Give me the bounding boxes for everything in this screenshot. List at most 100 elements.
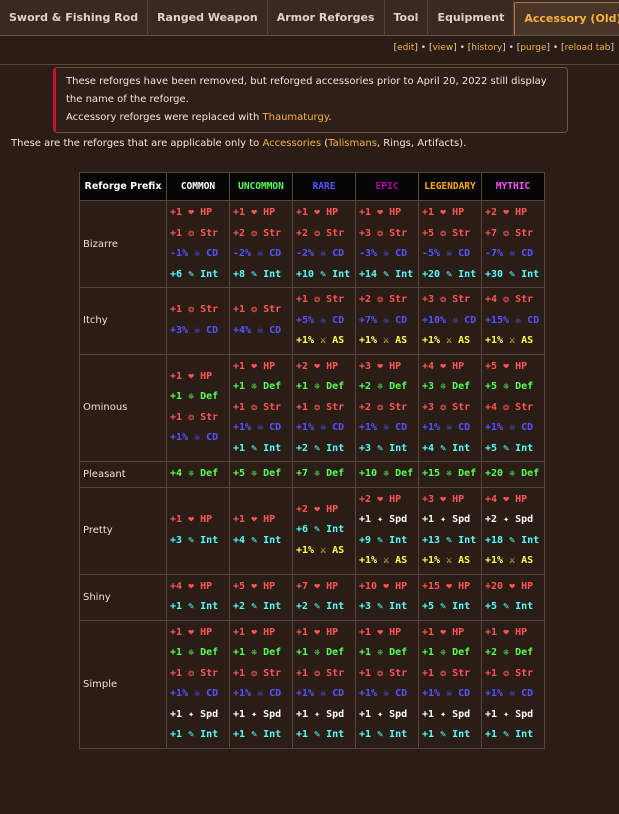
tab-sword-fishing-rod[interactable]: Sword & Fishing Rod bbox=[0, 0, 149, 35]
heart-icon: ❤ bbox=[308, 503, 321, 515]
talismans-link[interactable]: Talismans bbox=[328, 138, 377, 149]
speed-icon: ✦ bbox=[371, 708, 384, 720]
stat-name: HP bbox=[458, 580, 471, 592]
tab-armor-reforges[interactable]: Armor Reforges bbox=[268, 0, 385, 35]
stat-name: HP bbox=[515, 493, 528, 505]
stat-line: +3 ❈ Def bbox=[422, 377, 481, 398]
stat-value: +1 bbox=[233, 514, 246, 525]
stat-value: +7 bbox=[296, 580, 309, 592]
stat-name: Int bbox=[521, 534, 540, 546]
heart-icon: ❤ bbox=[371, 626, 384, 638]
stat-cell: +1 ❤ HP +2 ❂ Str -2% ☠ CD +10 ✎ Int bbox=[292, 200, 356, 288]
stat-line: +3 ❂ Str bbox=[359, 224, 418, 245]
stat-line: +2 ❂ Str bbox=[359, 398, 418, 419]
stat-line: +5 ✎ Int bbox=[422, 597, 481, 618]
stat-line: +18 ✎ Int bbox=[485, 531, 544, 552]
stat-value: +2 bbox=[233, 601, 246, 612]
purge-link[interactable]: purge bbox=[520, 43, 547, 53]
thaumaturgy-link[interactable]: Thaumaturgy bbox=[262, 112, 329, 123]
stat-value: +1% bbox=[296, 335, 315, 346]
heart-icon: ❤ bbox=[245, 207, 258, 218]
stat-cell: +1 ❤ HP +1 ❈ Def +1 ❂ Str +1% ☠ CD +1 ✎ Int bbox=[229, 353, 293, 462]
stat-name: Int bbox=[389, 601, 408, 612]
intelligence-icon: ✎ bbox=[440, 268, 453, 280]
intelligence-icon: ✎ bbox=[182, 601, 195, 612]
stat-line: +1 ❂ Str bbox=[296, 664, 355, 685]
intelligence-icon: ✎ bbox=[182, 729, 195, 740]
table-row: Itchy +1 ❂ Str +3% ☠ CD +1 ❂ Str +4% ☠ CD +1 … bbox=[79, 287, 545, 355]
stat-name: Def bbox=[200, 647, 219, 658]
stat-line: +30 ✎ Int bbox=[485, 265, 544, 286]
stat-name: Int bbox=[395, 268, 414, 280]
tab-equipment[interactable]: Equipment bbox=[428, 0, 515, 35]
stat-name: Int bbox=[515, 442, 534, 454]
stat-line: +1 ✎ Int bbox=[359, 725, 418, 746]
notice-suffix: . bbox=[328, 112, 332, 123]
stat-line: +10 ❈ Def bbox=[359, 464, 418, 485]
speed-icon: ✦ bbox=[245, 708, 258, 720]
stat-name: Spd bbox=[389, 514, 408, 525]
heart-icon: ❤ bbox=[440, 580, 453, 592]
stat-value: +1 bbox=[170, 729, 183, 740]
stat-name: Str bbox=[452, 401, 471, 413]
intelligence-icon: ✎ bbox=[182, 268, 195, 280]
stat-line: +1% ⚔ AS bbox=[485, 551, 544, 572]
heart-icon: ❤ bbox=[308, 360, 321, 372]
stat-name: Def bbox=[458, 468, 477, 479]
stat-line: +1 ❂ Str bbox=[296, 290, 355, 311]
intelligence-icon: ✎ bbox=[245, 729, 258, 740]
reload-tab-link[interactable]: reload tab bbox=[564, 43, 611, 53]
edit-link[interactable]: edit bbox=[397, 43, 415, 53]
stat-value: +2 bbox=[485, 207, 498, 218]
attack-speed-icon: ⚔ bbox=[377, 335, 390, 346]
crit-damage-icon: ☠ bbox=[503, 688, 516, 699]
stat-name: HP bbox=[200, 580, 213, 592]
stat-name: Int bbox=[452, 601, 471, 612]
stat-line: +1 ✦ Spd bbox=[422, 510, 481, 531]
stat-value: +1 bbox=[359, 708, 372, 720]
stat-name: CD bbox=[269, 688, 282, 699]
stat-value: +5 bbox=[485, 381, 498, 392]
stat-name: AS bbox=[458, 555, 471, 566]
stat-value: +1 bbox=[233, 381, 246, 392]
stat-line: +3 ✎ Int bbox=[170, 531, 229, 552]
crit-damage-icon: ☠ bbox=[377, 314, 390, 326]
history-link[interactable]: history bbox=[471, 43, 503, 53]
stat-line: +1 ❈ Def bbox=[296, 643, 355, 664]
stat-value: +3 bbox=[170, 534, 183, 546]
stat-name: Int bbox=[515, 601, 534, 612]
strength-icon: ❂ bbox=[497, 667, 510, 679]
strength-icon: ❂ bbox=[497, 294, 510, 305]
stat-line: +1 ✦ Spd bbox=[233, 705, 292, 726]
stat-value: +1 bbox=[170, 667, 183, 679]
stat-value: +5% bbox=[296, 314, 315, 326]
stat-line: +1 ❤ HP bbox=[296, 623, 355, 644]
stat-value: +5 bbox=[422, 227, 435, 239]
stat-value: +1 bbox=[422, 729, 435, 740]
speed-icon: ✦ bbox=[497, 708, 510, 720]
stat-value: +1% bbox=[422, 422, 441, 433]
stat-value: +1 bbox=[170, 304, 183, 316]
stat-value: +10 bbox=[359, 468, 378, 479]
tab-tool[interactable]: Tool bbox=[385, 0, 429, 35]
tab-accessory-old[interactable]: Accessory (Old) bbox=[514, 2, 619, 35]
stat-value: +1 bbox=[170, 647, 183, 658]
stat-name: HP bbox=[452, 626, 465, 638]
stat-value: +1 bbox=[233, 667, 246, 679]
stat-name: HP bbox=[452, 493, 465, 505]
strength-icon: ❂ bbox=[371, 667, 384, 679]
stat-line: +1% ☠ CD bbox=[296, 684, 355, 705]
view-link[interactable]: view bbox=[432, 43, 454, 53]
stat-line: +2 ❤ HP bbox=[485, 203, 544, 224]
stat-name: Int bbox=[200, 729, 219, 740]
stat-name: Def bbox=[521, 468, 540, 479]
crit-damage-icon: ☠ bbox=[251, 688, 264, 699]
tab-ranged-weapon[interactable]: Ranged Weapon bbox=[148, 0, 268, 35]
stat-name: Def bbox=[452, 381, 471, 392]
accessories-link[interactable]: Accessories bbox=[262, 138, 322, 149]
stat-value: +1 bbox=[233, 360, 246, 372]
stat-value: +1 bbox=[296, 667, 309, 679]
stat-name: HP bbox=[263, 360, 276, 372]
stat-name: CD bbox=[206, 248, 219, 259]
intelligence-icon: ✎ bbox=[245, 534, 258, 546]
